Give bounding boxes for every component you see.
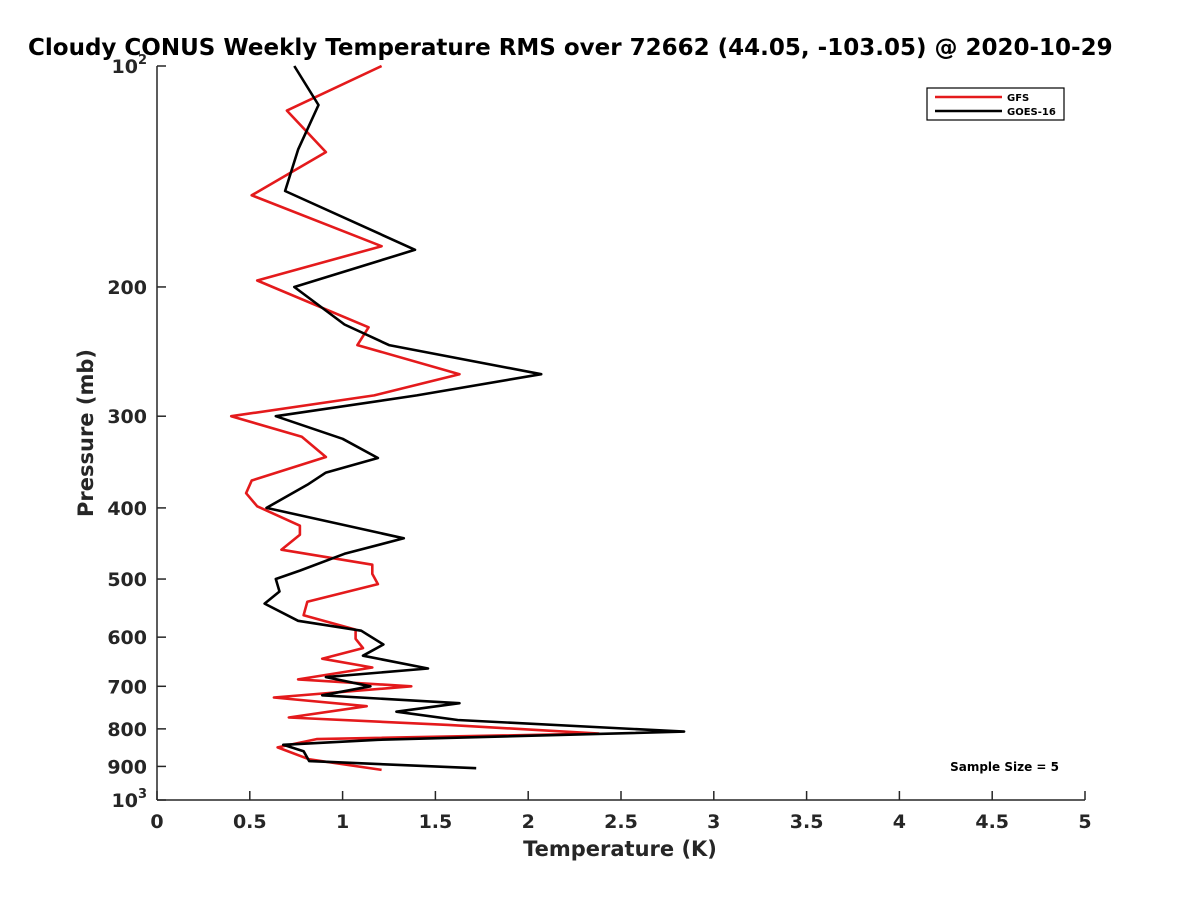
y-axis: 102 200 300 400 500 600 700 800 900 103 [107, 53, 166, 812]
y-axis-label: Pressure (mb) [74, 349, 98, 517]
x-axis-label: Temperature (K) [523, 837, 717, 861]
x-tick-label: 2 [522, 811, 535, 833]
y-tick-label: 103 [112, 787, 148, 812]
legend: GFS GOES-16 [926, 87, 1065, 121]
x-tick-label: 0 [150, 811, 163, 833]
x-tick-label: 2.5 [604, 811, 638, 833]
y-tick-label: 200 [107, 277, 147, 299]
x-tick-label: 1 [336, 811, 349, 833]
y-tick-label: 400 [107, 498, 147, 520]
y-tick-label: 700 [107, 676, 147, 698]
x-tick-label: 1.5 [419, 811, 453, 833]
x-tick-label: 4.5 [975, 811, 1009, 833]
x-tick-label: 3.5 [790, 811, 824, 833]
y-tick-label: 600 [107, 627, 147, 649]
y-tick-label: 800 [107, 719, 147, 741]
x-tick-label: 0.5 [233, 811, 267, 833]
legend-label-1: GOES-16 [1007, 107, 1056, 118]
legend-label-0: GFS [1007, 93, 1029, 104]
legend-box [926, 87, 1065, 121]
series-line-1 [263, 65, 686, 770]
chart-title: Cloudy CONUS Weekly Temperature RMS over… [28, 35, 1113, 61]
sample-size-annotation: Sample Size = 5 [950, 760, 1059, 774]
x-tick-label: 5 [1078, 811, 1091, 833]
x-tick-label: 3 [707, 811, 720, 833]
series-line-0 [229, 64, 601, 772]
y-tick-label: 300 [107, 406, 147, 428]
x-axis: 0 0.5 1 1.5 2 2.5 3 3.5 4 4.5 5 [150, 791, 1092, 833]
y-tick-label: 500 [107, 569, 147, 591]
y-tick-label: 102 [112, 53, 148, 78]
y-tick-label: 900 [107, 756, 147, 778]
x-tick-label: 4 [893, 811, 906, 833]
plot-area [229, 64, 686, 772]
